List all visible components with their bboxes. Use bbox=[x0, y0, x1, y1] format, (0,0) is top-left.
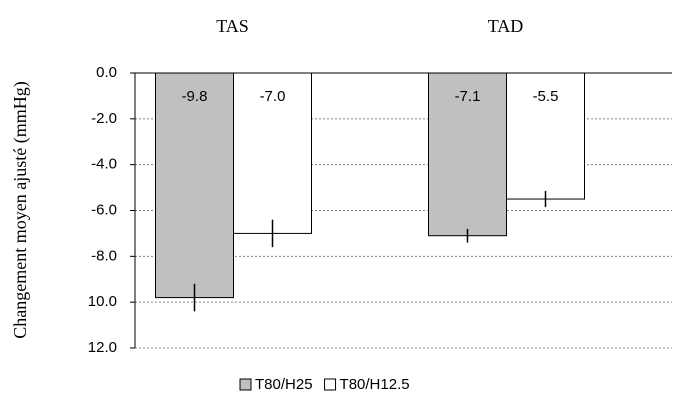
y-tick-label: -8.0 bbox=[91, 247, 117, 264]
y-tick-label: -2.0 bbox=[91, 110, 117, 127]
data-label: -9.8 bbox=[182, 88, 208, 105]
y-axis-title: Changement moyen ajusté (mmHg) bbox=[10, 81, 31, 338]
category-label: TAD bbox=[488, 16, 524, 36]
y-tick-label: -6.0 bbox=[91, 201, 117, 218]
legend-label: T80/H25 bbox=[255, 376, 313, 393]
y-tick-label: 10.0 bbox=[88, 293, 117, 310]
y-tick-label: -4.0 bbox=[91, 156, 117, 173]
y-tick-label: 0.0 bbox=[96, 64, 117, 81]
legend-swatch bbox=[239, 378, 252, 391]
data-label: -7.1 bbox=[455, 88, 481, 105]
bar bbox=[233, 72, 312, 234]
bar bbox=[506, 72, 585, 200]
legend-label: T80/H12.5 bbox=[340, 376, 410, 393]
y-tick-label: 12.0 bbox=[88, 339, 117, 356]
data-label: -7.0 bbox=[260, 88, 286, 105]
data-label: -5.5 bbox=[533, 88, 559, 105]
category-label: TAS bbox=[216, 16, 249, 36]
legend-swatch bbox=[324, 378, 337, 391]
bar bbox=[155, 72, 234, 299]
